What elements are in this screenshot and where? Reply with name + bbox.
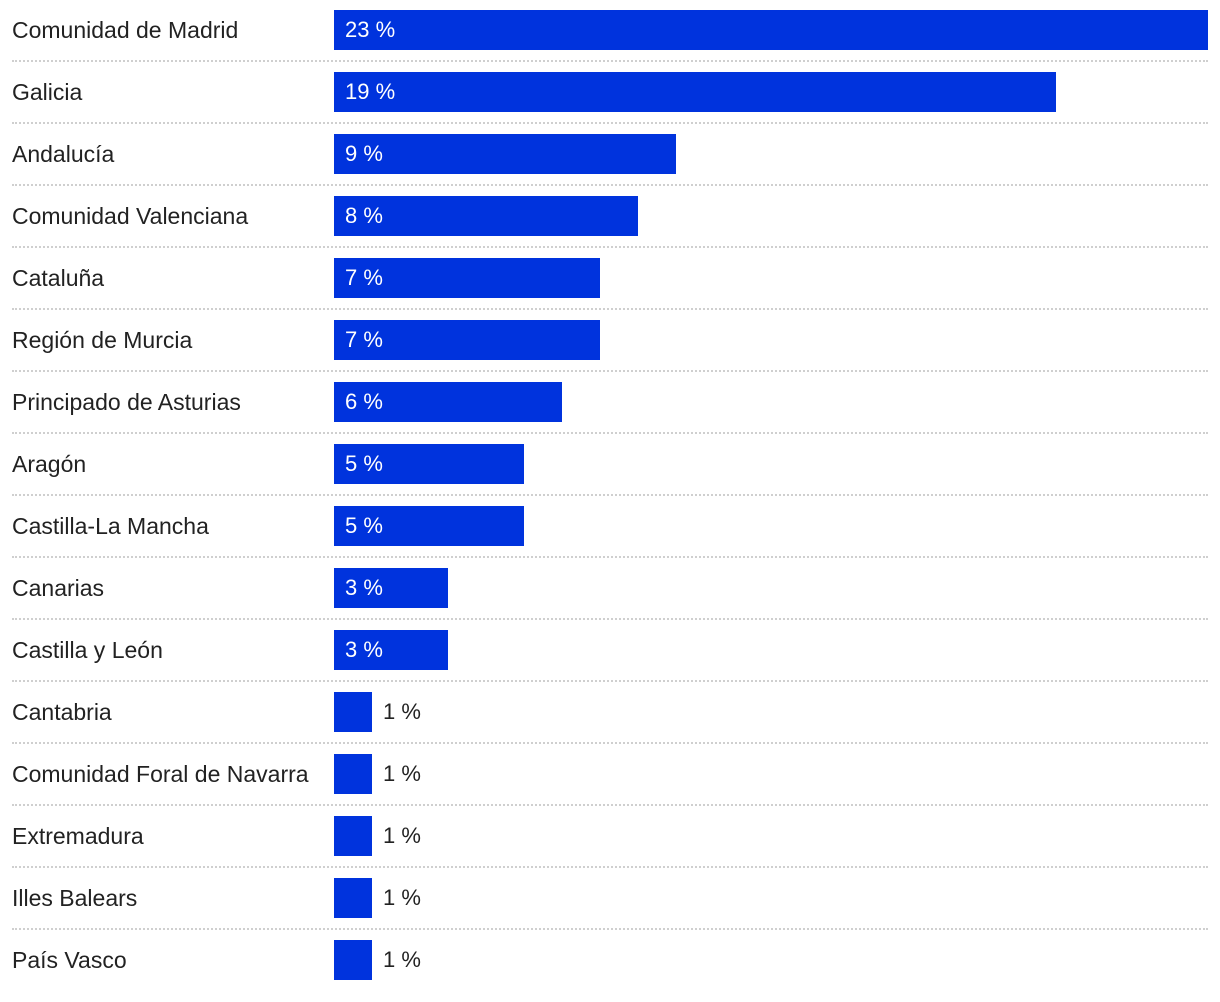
value-label: 6 % [345, 389, 383, 414]
value-label: 7 % [345, 327, 383, 352]
category-label: Principado de Asturias [12, 389, 241, 415]
chart-row: Cataluña 7 % [0, 258, 1220, 320]
row-divider [12, 60, 1208, 62]
value-label: 3 % [345, 575, 383, 600]
bar [334, 134, 676, 174]
bar [334, 568, 448, 608]
row-divider [12, 246, 1208, 248]
bar [334, 630, 448, 670]
chart-row: Castilla y León 3 % [0, 630, 1220, 692]
category-label: País Vasco [12, 947, 127, 973]
chart-row: Galicia 19 % [0, 72, 1220, 134]
chart-row: País Vasco 1 % [0, 940, 1220, 1002]
row-divider [12, 370, 1208, 372]
bar [334, 320, 600, 360]
category-label: Aragón [12, 451, 87, 477]
row-divider [12, 618, 1208, 620]
row-divider [12, 308, 1208, 310]
chart-row: Extremadura 1 % [0, 816, 1220, 878]
value-label: 1 % [383, 885, 421, 910]
row-divider [12, 494, 1208, 496]
bar [334, 444, 524, 484]
bar [334, 10, 1208, 50]
chart-row: Illes Balears 1 % [0, 878, 1220, 940]
bar [334, 258, 600, 298]
chart-row: Comunidad Foral de Navarra 1 % [0, 754, 1220, 816]
row-divider [12, 680, 1208, 682]
category-label: Castilla-La Mancha [12, 513, 209, 539]
category-label: Comunidad Valenciana [12, 203, 249, 229]
chart-row: Región de Murcia 7 % [0, 320, 1220, 382]
row-divider [12, 184, 1208, 186]
value-label: 3 % [345, 637, 383, 662]
value-label: 19 % [345, 79, 396, 104]
row-divider [12, 122, 1208, 124]
row-divider [12, 866, 1208, 868]
value-label: 1 % [383, 699, 421, 724]
chart-row: Canarias 3 % [0, 568, 1220, 630]
category-label: Cantabria [12, 699, 112, 725]
category-label: Cataluña [12, 265, 105, 291]
chart-row: Aragón 5 % [0, 444, 1220, 506]
row-divider [12, 804, 1208, 806]
bar [334, 940, 372, 980]
category-label: Comunidad de Madrid [12, 17, 239, 43]
value-label: 9 % [345, 141, 383, 166]
value-label: 1 % [383, 761, 421, 786]
value-label: 5 % [345, 451, 383, 476]
value-label: 1 % [383, 823, 421, 848]
value-label: 7 % [345, 265, 383, 290]
category-label: Castilla y León [12, 637, 163, 663]
category-label: Extremadura [12, 823, 144, 849]
bar [334, 816, 372, 856]
bar [334, 382, 562, 422]
chart-row: Cantabria 1 % [0, 692, 1220, 754]
category-label: Región de Murcia [12, 327, 193, 353]
bar [334, 72, 1056, 112]
value-label: 1 % [383, 947, 421, 972]
chart-row: Comunidad de Madrid 23 % [0, 10, 1220, 72]
row-divider [12, 556, 1208, 558]
category-label: Andalucía [12, 141, 115, 167]
bar [334, 754, 372, 794]
chart-row: Andalucía 9 % [0, 134, 1220, 196]
category-label: Illes Balears [12, 885, 138, 911]
value-label: 5 % [345, 513, 383, 538]
value-label: 23 % [345, 17, 396, 42]
row-divider [12, 928, 1208, 930]
chart-row: Castilla-La Mancha 5 % [0, 506, 1220, 568]
bar [334, 878, 372, 918]
bar [334, 692, 372, 732]
chart-row: Comunidad Valenciana 8 % [0, 196, 1220, 258]
bar [334, 506, 524, 546]
chart-row: Principado de Asturias 6 % [0, 382, 1220, 444]
row-divider [12, 432, 1208, 434]
category-label: Canarias [12, 575, 105, 601]
category-label: Galicia [12, 79, 83, 105]
bar [334, 196, 638, 236]
value-label: 8 % [345, 203, 383, 228]
row-divider [12, 742, 1208, 744]
category-label: Comunidad Foral de Navarra [12, 761, 309, 787]
